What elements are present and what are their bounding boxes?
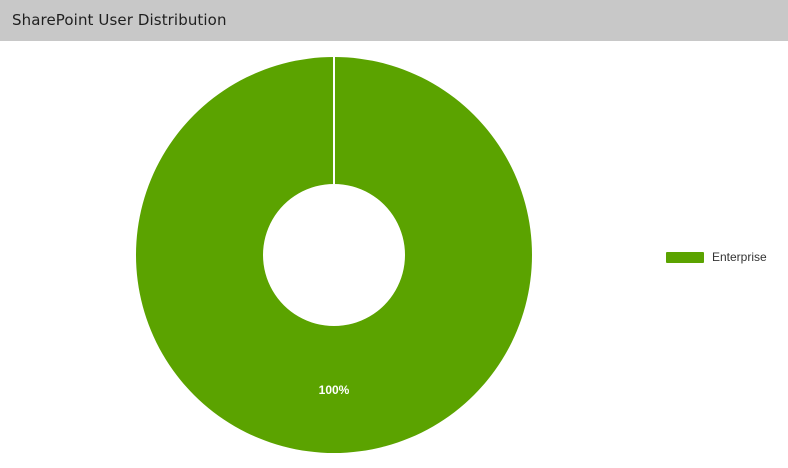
- donut-chart: 100%: [135, 57, 532, 453]
- legend-swatch-enterprise: [666, 251, 704, 263]
- chart-area: 100% Enterprise: [0, 41, 788, 468]
- panel-title: SharePoint User Distribution: [12, 11, 227, 29]
- chart-legend: Enterprise: [666, 250, 767, 264]
- donut-slice-enterprise[interactable]: [135, 57, 532, 453]
- legend-label-enterprise: Enterprise: [712, 250, 767, 264]
- panel-header: SharePoint User Distribution: [0, 0, 788, 41]
- data-label-enterprise: 100%: [319, 383, 350, 397]
